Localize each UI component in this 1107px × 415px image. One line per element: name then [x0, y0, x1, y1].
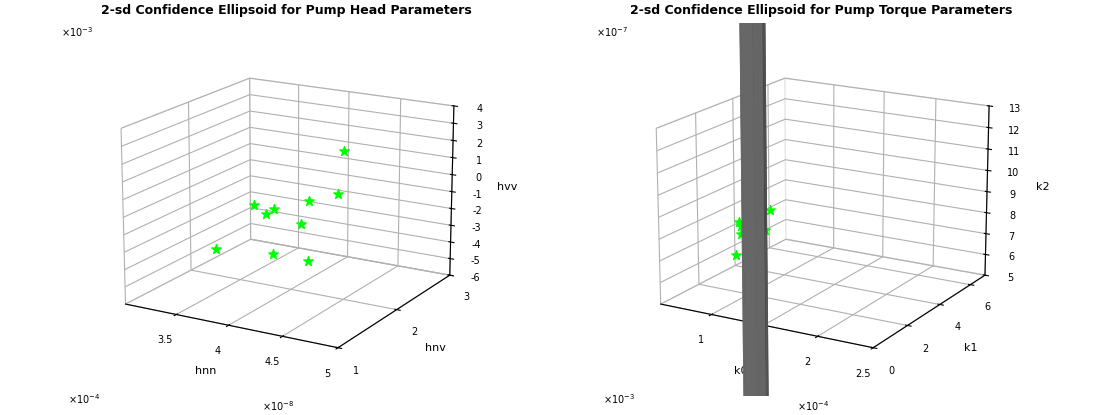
- X-axis label: hnn: hnn: [195, 366, 216, 376]
- Title: 2-sd Confidence Ellipsoid for Pump Torque Parameters: 2-sd Confidence Ellipsoid for Pump Torqu…: [630, 4, 1012, 17]
- Text: $\times10^{-3}$: $\times10^{-3}$: [603, 392, 635, 405]
- Text: $\times10^{-4}$: $\times10^{-4}$: [797, 399, 830, 413]
- Text: $\times10^{-7}$: $\times10^{-7}$: [596, 26, 628, 39]
- Text: $\times10^{-3}$: $\times10^{-3}$: [61, 26, 93, 39]
- Text: $\times10^{-8}$: $\times10^{-8}$: [262, 399, 294, 413]
- Title: 2-sd Confidence Ellipsoid for Pump Head Parameters: 2-sd Confidence Ellipsoid for Pump Head …: [101, 4, 472, 17]
- Y-axis label: hnv: hnv: [425, 343, 446, 353]
- Y-axis label: k1: k1: [964, 343, 977, 353]
- Text: $\times10^{-4}$: $\times10^{-4}$: [68, 392, 101, 405]
- X-axis label: k0: k0: [734, 366, 747, 376]
